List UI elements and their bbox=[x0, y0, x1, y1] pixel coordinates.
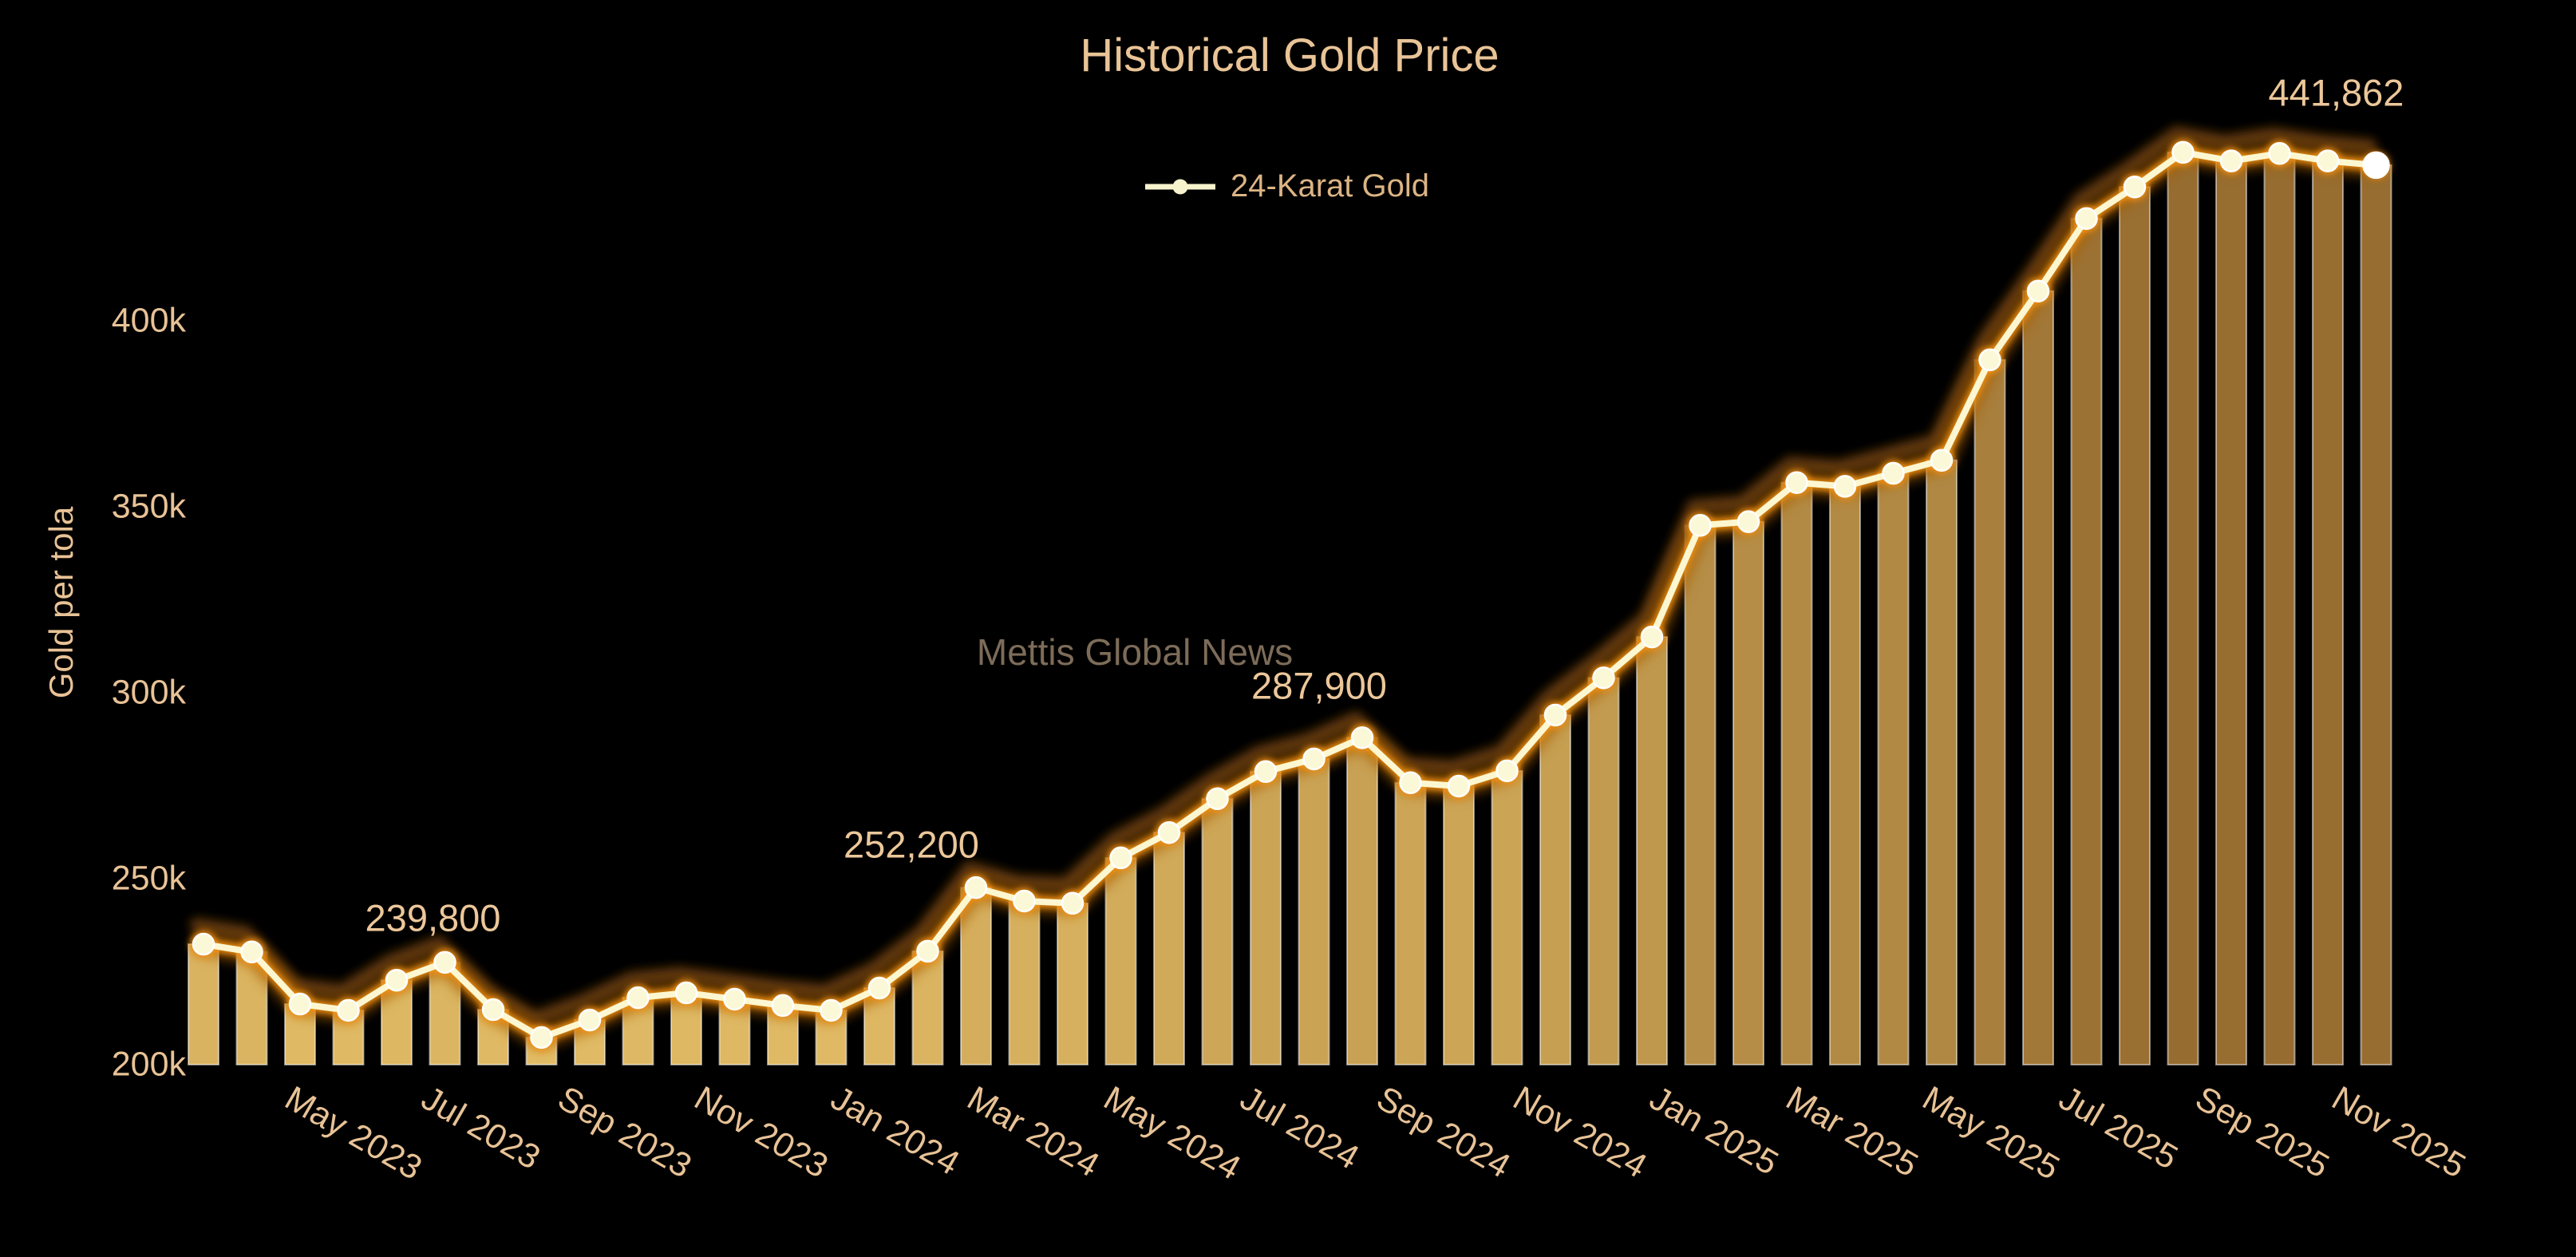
price-line bbox=[200, 148, 2380, 1041]
data-point-marker[interactable] bbox=[578, 1008, 602, 1032]
bar[interactable] bbox=[2119, 186, 2151, 1066]
bar[interactable] bbox=[1732, 520, 1764, 1065]
data-point-marker[interactable] bbox=[820, 998, 843, 1022]
data-point-marker[interactable] bbox=[2123, 175, 2147, 199]
data-point-marker[interactable] bbox=[771, 994, 795, 1018]
chart-title: Historical Gold Price bbox=[1080, 30, 1499, 81]
y-tick-label: 250k bbox=[111, 859, 186, 898]
data-point-marker[interactable] bbox=[2268, 142, 2291, 165]
data-point-marker[interactable] bbox=[192, 932, 215, 956]
legend-item-24-karat-gold[interactable]: 24-Karat Gold bbox=[1144, 168, 1429, 204]
bar[interactable] bbox=[1008, 899, 1041, 1065]
bar[interactable] bbox=[1346, 737, 1378, 1065]
bar[interactable] bbox=[2263, 152, 2296, 1065]
data-point-marker[interactable] bbox=[385, 968, 409, 992]
data-point-marker[interactable] bbox=[2316, 149, 2340, 172]
data-point-marker[interactable] bbox=[723, 987, 746, 1011]
data-point-marker[interactable] bbox=[674, 981, 698, 1005]
bar[interactable] bbox=[1587, 677, 1620, 1065]
value-annotation: 287,900 bbox=[1251, 664, 1387, 707]
data-point-marker[interactable] bbox=[1254, 760, 1278, 784]
bar[interactable] bbox=[2360, 164, 2392, 1065]
data-point-marker[interactable] bbox=[1206, 787, 1229, 811]
data-point-marker[interactable] bbox=[964, 876, 988, 899]
bar[interactable] bbox=[1491, 769, 1523, 1065]
value-annotation: 252,200 bbox=[844, 823, 979, 866]
bar[interactable] bbox=[2312, 160, 2344, 1065]
bar[interactable] bbox=[2215, 160, 2247, 1065]
data-point-marker[interactable] bbox=[1736, 510, 1760, 533]
data-point-marker[interactable] bbox=[1978, 348, 2001, 372]
data-point-marker[interactable] bbox=[2026, 279, 2050, 302]
bar[interactable] bbox=[1250, 770, 1282, 1065]
data-point-marker[interactable] bbox=[1109, 846, 1132, 870]
value-annotation: 441,862 bbox=[2268, 71, 2404, 114]
legend-line-marker-icon bbox=[1145, 179, 1215, 194]
data-point-marker[interactable] bbox=[1833, 475, 1857, 498]
data-point-marker[interactable] bbox=[1157, 820, 1181, 844]
data-point-marker[interactable] bbox=[2075, 207, 2098, 231]
data-point-marker[interactable] bbox=[1930, 449, 1954, 472]
bar[interactable] bbox=[188, 943, 219, 1065]
bar[interactable] bbox=[1780, 481, 1813, 1065]
data-point-marker[interactable] bbox=[1302, 747, 1326, 771]
bar[interactable] bbox=[1057, 902, 1088, 1065]
data-point-marker[interactable] bbox=[1061, 891, 1085, 915]
value-annotation: 239,800 bbox=[365, 896, 501, 939]
data-point-marker[interactable] bbox=[530, 1026, 553, 1049]
bar[interactable] bbox=[1829, 485, 1861, 1065]
y-tick-label: 350k bbox=[111, 487, 186, 526]
data-point-marker[interactable] bbox=[240, 940, 263, 964]
y-tick-label: 300k bbox=[111, 673, 186, 712]
data-point-marker-latest[interactable] bbox=[2362, 151, 2390, 180]
data-point-marker[interactable] bbox=[1013, 889, 1036, 913]
data-point-marker[interactable] bbox=[867, 976, 891, 1000]
bar[interactable] bbox=[1298, 757, 1330, 1065]
bar[interactable] bbox=[2167, 151, 2199, 1066]
data-point-marker[interactable] bbox=[1399, 771, 1422, 795]
data-point-marker[interactable] bbox=[1495, 759, 1519, 783]
y-tick-label: 200k bbox=[111, 1045, 186, 1084]
bar[interactable] bbox=[1443, 785, 1475, 1065]
bar[interactable] bbox=[1636, 636, 1668, 1065]
data-point-marker[interactable] bbox=[626, 986, 650, 1010]
data-point-marker[interactable] bbox=[1592, 666, 1615, 690]
data-point-marker[interactable] bbox=[1785, 471, 1808, 494]
legend-label: 24-Karat Gold bbox=[1231, 168, 1430, 204]
bar[interactable] bbox=[1973, 358, 2006, 1065]
data-point-marker[interactable] bbox=[1350, 726, 1374, 749]
bar[interactable] bbox=[2070, 217, 2103, 1066]
data-point-marker[interactable] bbox=[1640, 625, 1664, 649]
y-axis-title: Gold per tola bbox=[42, 506, 80, 699]
bar[interactable] bbox=[1684, 524, 1717, 1065]
bar[interactable] bbox=[1539, 713, 1571, 1066]
data-point-marker[interactable] bbox=[337, 998, 360, 1022]
bar[interactable] bbox=[1877, 472, 1910, 1065]
bars-layer bbox=[188, 151, 2392, 1066]
data-point-marker[interactable] bbox=[1882, 461, 1905, 485]
bar[interactable] bbox=[1201, 797, 1234, 1065]
bar[interactable] bbox=[2022, 290, 2054, 1066]
watermark: Mettis Global News bbox=[976, 631, 1294, 673]
data-point-marker[interactable] bbox=[2171, 140, 2195, 164]
bar[interactable] bbox=[1394, 781, 1427, 1065]
markers-layer bbox=[192, 140, 2390, 1049]
data-point-marker[interactable] bbox=[2219, 149, 2243, 172]
data-point-marker[interactable] bbox=[433, 951, 456, 974]
bar[interactable] bbox=[1926, 459, 1958, 1065]
data-point-marker[interactable] bbox=[1543, 703, 1567, 727]
data-point-marker[interactable] bbox=[1447, 774, 1471, 798]
data-point-marker[interactable] bbox=[481, 998, 505, 1022]
data-point-marker[interactable] bbox=[916, 939, 939, 963]
line-layer bbox=[190, 125, 2390, 1051]
y-tick-label: 400k bbox=[111, 301, 186, 340]
bar[interactable] bbox=[1104, 856, 1137, 1066]
data-point-marker[interactable] bbox=[1689, 514, 1712, 537]
bar[interactable] bbox=[1153, 832, 1185, 1065]
data-point-marker[interactable] bbox=[288, 992, 312, 1016]
